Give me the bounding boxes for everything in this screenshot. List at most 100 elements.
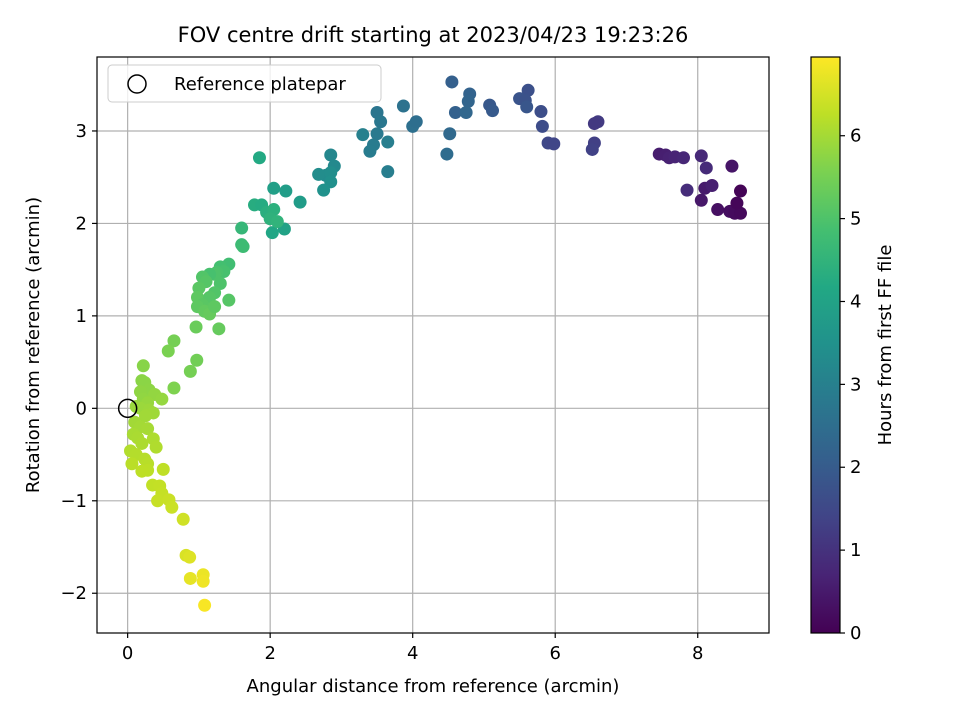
colorbar-ticks: 0 1 2 3 4 5 6 [840,126,861,644]
data-point [459,105,473,119]
data-point [151,494,165,508]
data-point [381,135,395,149]
data-point [252,151,266,165]
colorbar-tick-label: 4 [850,291,861,312]
data-point [363,144,377,158]
data-point [534,105,548,119]
data-point [694,193,708,207]
colorbar-tick-label: 5 [850,209,861,230]
data-point [680,183,694,197]
data-point [208,300,222,314]
data-point [711,203,725,217]
data-point [155,392,169,406]
data-point [265,226,279,240]
data-point [279,184,293,198]
colorbar-tick-label: 3 [850,374,861,395]
data-point [324,166,338,180]
data-point [370,127,384,141]
data-point [694,149,708,163]
colorbar-gradient [810,56,841,634]
data-point [149,440,163,454]
data-point [396,99,410,113]
data-point [183,364,197,378]
y-tick-label: 0 [76,398,87,419]
x-axis-label: Angular distance from reference (arcmin) [247,676,620,697]
colorbar-label: Hours from first FF file [875,245,896,446]
y-tick-label: 1 [76,306,87,327]
y-tick-label: −2 [60,583,87,604]
data-point [267,181,281,195]
data-point [730,196,744,210]
plot-area: 0 2 4 6 8 −2 −1 0 1 2 3 [60,56,770,664]
colorbar-tick-label: 1 [850,540,861,561]
data-point [189,320,203,334]
data-point [236,240,250,254]
data-points [123,75,747,612]
legend-box [107,64,382,103]
data-point [699,161,713,175]
data-point [293,195,307,209]
colorbar-tick-label: 0 [850,623,861,644]
data-point [676,151,690,165]
data-point [212,322,226,336]
legend-marker-icon [127,74,147,94]
data-point [381,165,395,179]
data-point [547,137,561,151]
data-point [461,94,475,108]
data-point [270,215,284,229]
data-point [312,167,326,181]
grid-lines [97,57,769,633]
data-point [374,115,388,129]
plot-background [97,57,769,633]
data-point [733,184,747,198]
data-point [190,353,204,367]
data-point [156,462,170,476]
data-point [235,221,249,235]
x-tick-label: 2 [264,643,275,664]
reference-platepar-marker [117,398,138,419]
x-tick-label: 0 [122,643,133,664]
x-tick-label: 8 [692,643,703,664]
plot-frame [96,56,770,634]
data-point [587,117,601,131]
colorbar-tick-label: 2 [850,457,861,478]
chart-title: FOV centre drift starting at 2023/04/23 … [178,23,689,47]
data-point [733,206,747,220]
data-point [705,179,719,193]
data-point [136,359,150,373]
data-point [165,500,179,514]
y-tick-label: 2 [76,213,87,234]
data-point [183,550,197,564]
y-axis-label: Rotation from reference (arcmin) [23,197,44,493]
y-tick-label: 3 [76,121,87,142]
data-point [135,464,149,478]
y-tick-label: −1 [60,491,87,512]
data-point [198,598,212,612]
data-point [138,409,152,423]
data-point [135,436,149,450]
colorbar-tick-label: 6 [850,126,861,147]
data-point [443,127,457,141]
x-tick-label: 6 [549,643,560,664]
legend-label: Reference platepar [174,74,346,95]
data-point [141,422,155,436]
data-point [356,128,370,142]
data-point [161,344,175,358]
data-point [486,104,500,118]
data-point [585,142,599,156]
data-point [125,457,139,471]
y-axis-ticks: −2 −1 0 1 2 3 [60,121,97,604]
data-point [222,293,236,307]
data-point [521,83,535,97]
data-point [409,115,423,129]
data-point [176,512,190,526]
data-point [445,75,459,89]
legend: Reference platepar [107,64,382,103]
data-point [196,574,210,588]
data-point [725,159,739,173]
colorbar: 0 1 2 3 4 5 6 Hours from first FF file [810,56,896,644]
data-point [167,381,181,395]
data-point [183,571,197,585]
data-point [448,105,462,119]
